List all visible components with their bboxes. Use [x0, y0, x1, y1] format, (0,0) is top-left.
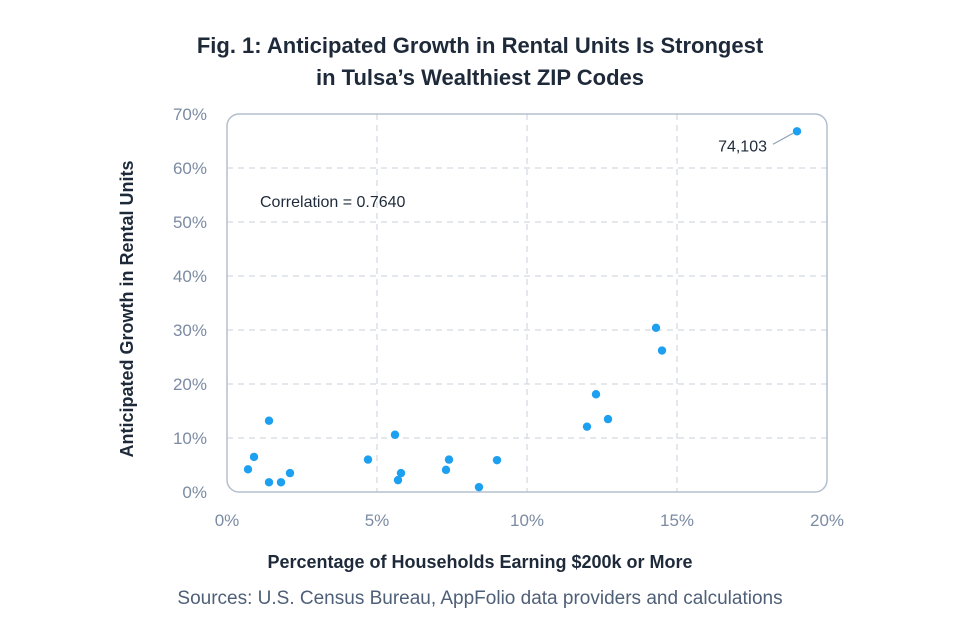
annotation-leaders — [772, 132, 794, 145]
data-point — [603, 414, 613, 424]
data-point — [276, 478, 286, 487]
annotation-leader-line — [772, 132, 794, 145]
x-axis-label: Percentage of Households Earning $200k o… — [267, 552, 692, 572]
grid-lines — [227, 114, 827, 492]
chart-title-line-2: in Tulsa’s Wealthiest ZIP Codes — [315, 65, 645, 90]
data-point — [792, 127, 802, 136]
data-point — [657, 346, 667, 355]
zip-annotation: 74,103 — [718, 138, 767, 155]
data-point — [591, 390, 601, 399]
data-point — [441, 465, 451, 475]
y-axis-ticks: 0% 10% 20% 30% 40% 50% 60% 70% — [173, 105, 207, 502]
y-tick-label: 30% — [173, 321, 207, 340]
plot-frame — [226, 113, 828, 493]
y-tick-label: 10% — [173, 429, 207, 448]
data-point — [492, 455, 502, 465]
source-note: Sources: U.S. Census Bureau, AppFolio da… — [177, 588, 783, 609]
data-point — [651, 323, 661, 333]
y-tick-label: 40% — [173, 267, 207, 286]
data-point — [582, 422, 592, 431]
data-point — [390, 430, 400, 439]
data-point — [285, 468, 295, 478]
x-tick-label: 5% — [365, 511, 390, 530]
x-tick-label: 0% — [215, 511, 240, 530]
data-point — [249, 452, 259, 462]
y-axis-label: Anticipated Growth in Rental Units — [117, 160, 137, 457]
data-point — [264, 416, 274, 425]
y-tick-label: 50% — [173, 213, 207, 232]
data-point — [396, 468, 406, 478]
data-point — [474, 482, 484, 492]
y-tick-label: 0% — [182, 483, 207, 502]
correlation-annotation: Correlation = 0.7640 — [260, 194, 406, 211]
y-tick-label: 20% — [173, 375, 207, 394]
x-tick-label: 15% — [660, 511, 694, 530]
chart-title: Fig. 1: Anticipated Growth in Rental Uni… — [0, 30, 960, 94]
data-point — [243, 465, 253, 474]
data-point — [264, 478, 274, 487]
x-tick-label: 10% — [510, 511, 544, 530]
data-point — [393, 475, 403, 485]
x-axis-ticks: 0% 5% 10% 15% 20% — [215, 511, 844, 530]
chart-title-line-1: Fig. 1: Anticipated Growth in Rental Uni… — [196, 33, 764, 58]
data-points — [243, 127, 802, 492]
data-point — [363, 455, 373, 464]
y-tick-label: 70% — [173, 105, 207, 124]
y-tick-label: 60% — [173, 159, 207, 178]
x-tick-label: 20% — [810, 511, 844, 530]
data-point — [444, 455, 454, 464]
